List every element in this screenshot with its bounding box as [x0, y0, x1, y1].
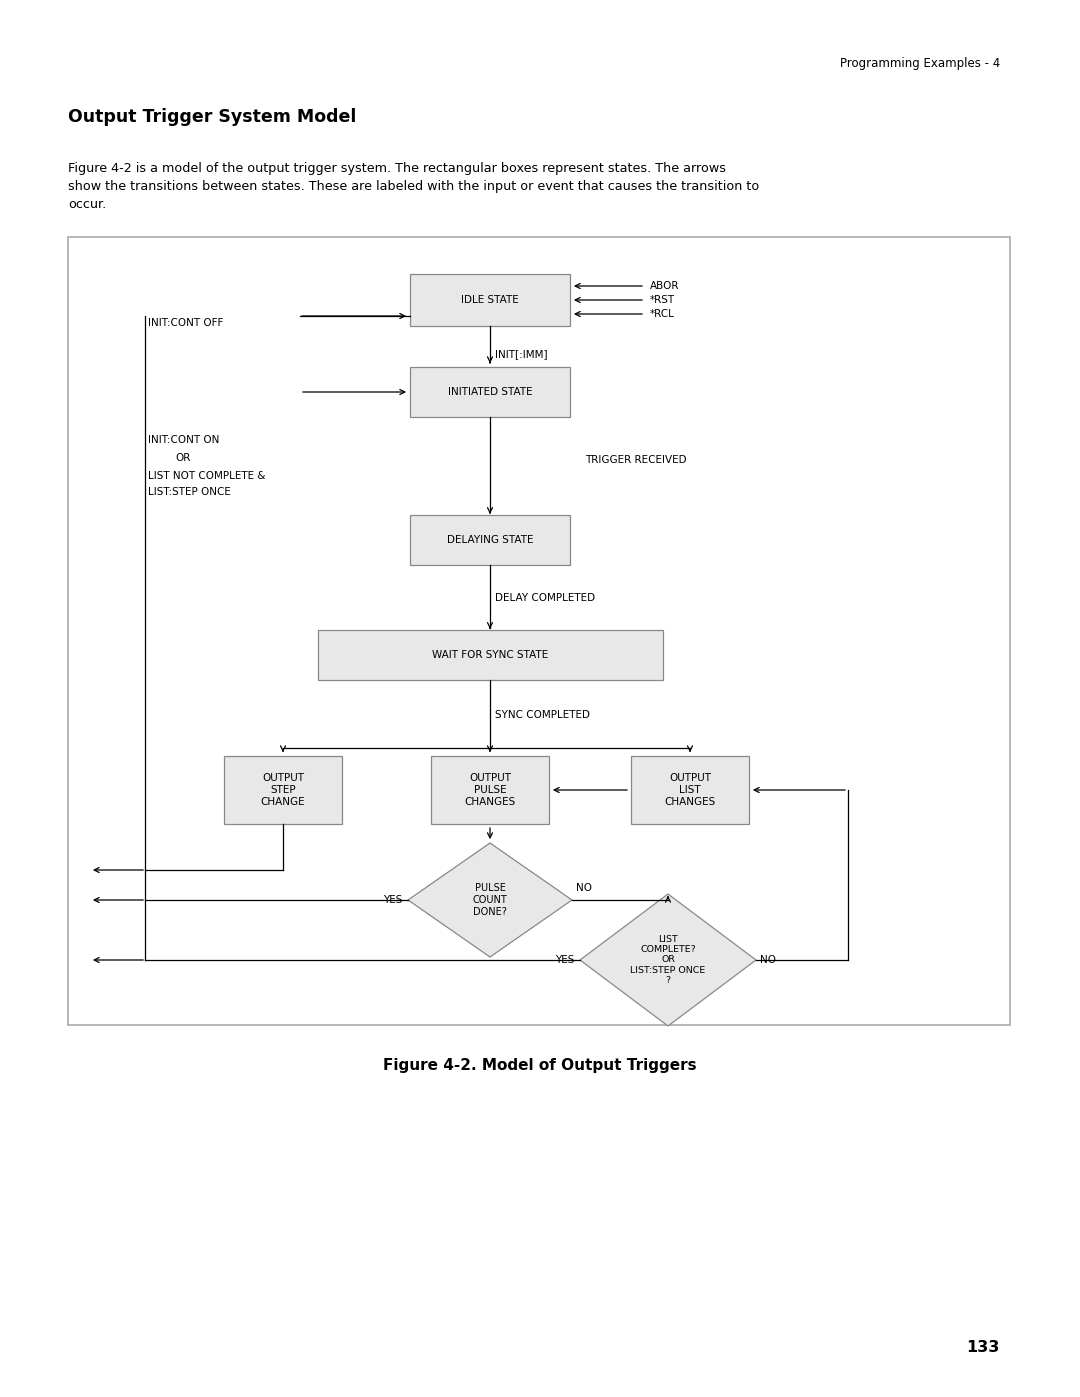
Text: OUTPUT
STEP
CHANGE: OUTPUT STEP CHANGE: [260, 774, 306, 806]
Text: Figure 4-2 is a model of the output trigger system. The rectangular boxes repres: Figure 4-2 is a model of the output trig…: [68, 162, 759, 211]
Text: INITIATED STATE: INITIATED STATE: [448, 387, 532, 397]
Text: OR: OR: [175, 453, 190, 462]
Text: INIT[:IMM]: INIT[:IMM]: [495, 349, 548, 359]
Text: NO: NO: [760, 956, 777, 965]
Text: DELAY COMPLETED: DELAY COMPLETED: [495, 592, 595, 604]
Text: 133: 133: [967, 1340, 1000, 1355]
Text: IDLE STATE: IDLE STATE: [461, 295, 518, 305]
Text: SYNC COMPLETED: SYNC COMPLETED: [495, 710, 590, 719]
Bar: [410, 274, 570, 326]
Text: LIST
COMPLETE?
OR
LIST:STEP ONCE
?: LIST COMPLETE? OR LIST:STEP ONCE ?: [631, 935, 705, 985]
Polygon shape: [408, 842, 572, 957]
Text: PULSE
COUNT
DONE?: PULSE COUNT DONE?: [473, 883, 508, 916]
Bar: [224, 756, 342, 824]
Text: WAIT FOR SYNC STATE: WAIT FOR SYNC STATE: [432, 650, 549, 659]
Bar: [431, 756, 549, 824]
Text: YES: YES: [382, 895, 402, 905]
Text: *RST: *RST: [650, 295, 675, 305]
Text: ABOR: ABOR: [650, 281, 679, 291]
Polygon shape: [580, 894, 756, 1025]
Text: OUTPUT
PULSE
CHANGES: OUTPUT PULSE CHANGES: [464, 774, 515, 806]
Text: DELAYING STATE: DELAYING STATE: [447, 535, 534, 545]
Text: LIST NOT COMPLETE &: LIST NOT COMPLETE &: [148, 471, 266, 481]
Bar: [318, 630, 662, 680]
Text: Programming Examples - 4: Programming Examples - 4: [840, 57, 1000, 70]
Text: TRIGGER RECEIVED: TRIGGER RECEIVED: [585, 455, 687, 465]
Text: YES: YES: [555, 956, 573, 965]
Bar: [631, 756, 750, 824]
Text: NO: NO: [576, 883, 592, 893]
Text: INIT:CONT OFF: INIT:CONT OFF: [148, 319, 224, 328]
Text: *RCL: *RCL: [650, 309, 675, 319]
Text: Figure 4-2. Model of Output Triggers: Figure 4-2. Model of Output Triggers: [383, 1058, 697, 1073]
Text: OUTPUT
LIST
CHANGES: OUTPUT LIST CHANGES: [664, 774, 716, 806]
Bar: [68, 237, 1010, 1025]
Bar: [410, 515, 570, 564]
Text: Output Trigger System Model: Output Trigger System Model: [68, 108, 356, 126]
Text: INIT:CONT ON: INIT:CONT ON: [148, 434, 219, 446]
Bar: [410, 367, 570, 416]
Text: LIST:STEP ONCE: LIST:STEP ONCE: [148, 488, 231, 497]
